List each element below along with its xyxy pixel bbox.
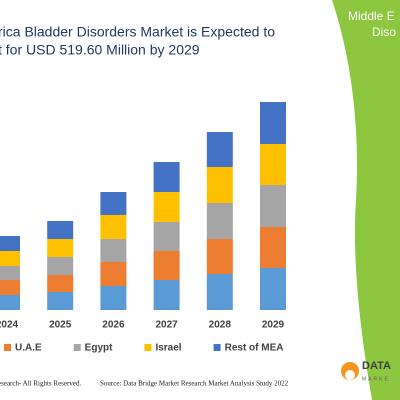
bar-segment	[206, 203, 233, 239]
bar-segment	[206, 274, 233, 310]
green-panel	[332, 0, 400, 400]
x-tick-label: 2025	[49, 320, 72, 331]
bar-segment	[47, 257, 74, 275]
x-tick-label: 2029	[262, 320, 285, 331]
bar-segment	[47, 292, 74, 310]
x-tick-label: 2024	[0, 320, 19, 331]
bar-segment	[153, 222, 180, 251]
footer-source: Source: Data Bridge Market Research Mark…	[100, 380, 289, 388]
bar-segment	[206, 132, 233, 167]
bar-segment	[260, 268, 286, 310]
x-tick-label: 2028	[209, 320, 232, 331]
footer-rights: esearch- All Rights Reserved.	[0, 380, 81, 388]
bar-segment	[260, 102, 286, 144]
chart-title: rica Bladder Disorders Market is Expecte…	[0, 24, 275, 40]
bar-segment	[260, 227, 286, 268]
legend-swatch	[213, 344, 221, 351]
legend-swatch	[4, 344, 11, 351]
x-tick-label: 2027	[155, 320, 178, 331]
logo-sub: MARKE	[362, 376, 390, 382]
bar-segment	[153, 280, 180, 310]
bar-segment	[100, 215, 127, 239]
logo: DATA MARKE	[341, 360, 391, 382]
legend-label: Egypt	[85, 343, 113, 354]
bar-segment	[100, 239, 127, 262]
bar-segment	[100, 286, 127, 310]
bar-segment	[47, 221, 74, 239]
panel-text: Diso	[372, 25, 396, 39]
bar-segment	[0, 266, 20, 280]
panel-text: Middle E	[348, 9, 395, 23]
bar-segment	[0, 236, 20, 251]
bar-segment	[153, 251, 180, 280]
bar-segment	[206, 167, 233, 203]
bar-segment	[206, 239, 233, 274]
legend-label: Israel	[155, 343, 181, 354]
plot: 2024 2025 2026 2027 2028 2029 U.A.E Egypt Israel…	[0, 102, 286, 354]
bar-segment	[100, 262, 127, 286]
legend-label: U.A.E	[15, 343, 42, 354]
bar-segment	[260, 185, 286, 227]
bar-segment	[0, 295, 20, 310]
legend-label: Rest of MEA	[225, 343, 284, 354]
legend-swatch	[73, 344, 81, 351]
bar-segment	[153, 192, 180, 222]
chart-title: t for USD 519.60 Million by 2029	[0, 42, 200, 58]
logo-icon	[345, 370, 355, 380]
bar-segment	[0, 280, 20, 295]
legend-swatch	[144, 344, 152, 351]
bar-segment	[153, 162, 180, 192]
bar-segment	[47, 239, 74, 257]
bar-segment	[100, 192, 127, 215]
bar-segment	[0, 251, 20, 266]
logo-text: DATA	[362, 360, 391, 372]
bar-segment	[260, 144, 286, 185]
x-tick-label: 2026	[102, 320, 125, 331]
bar-segment	[47, 275, 74, 292]
